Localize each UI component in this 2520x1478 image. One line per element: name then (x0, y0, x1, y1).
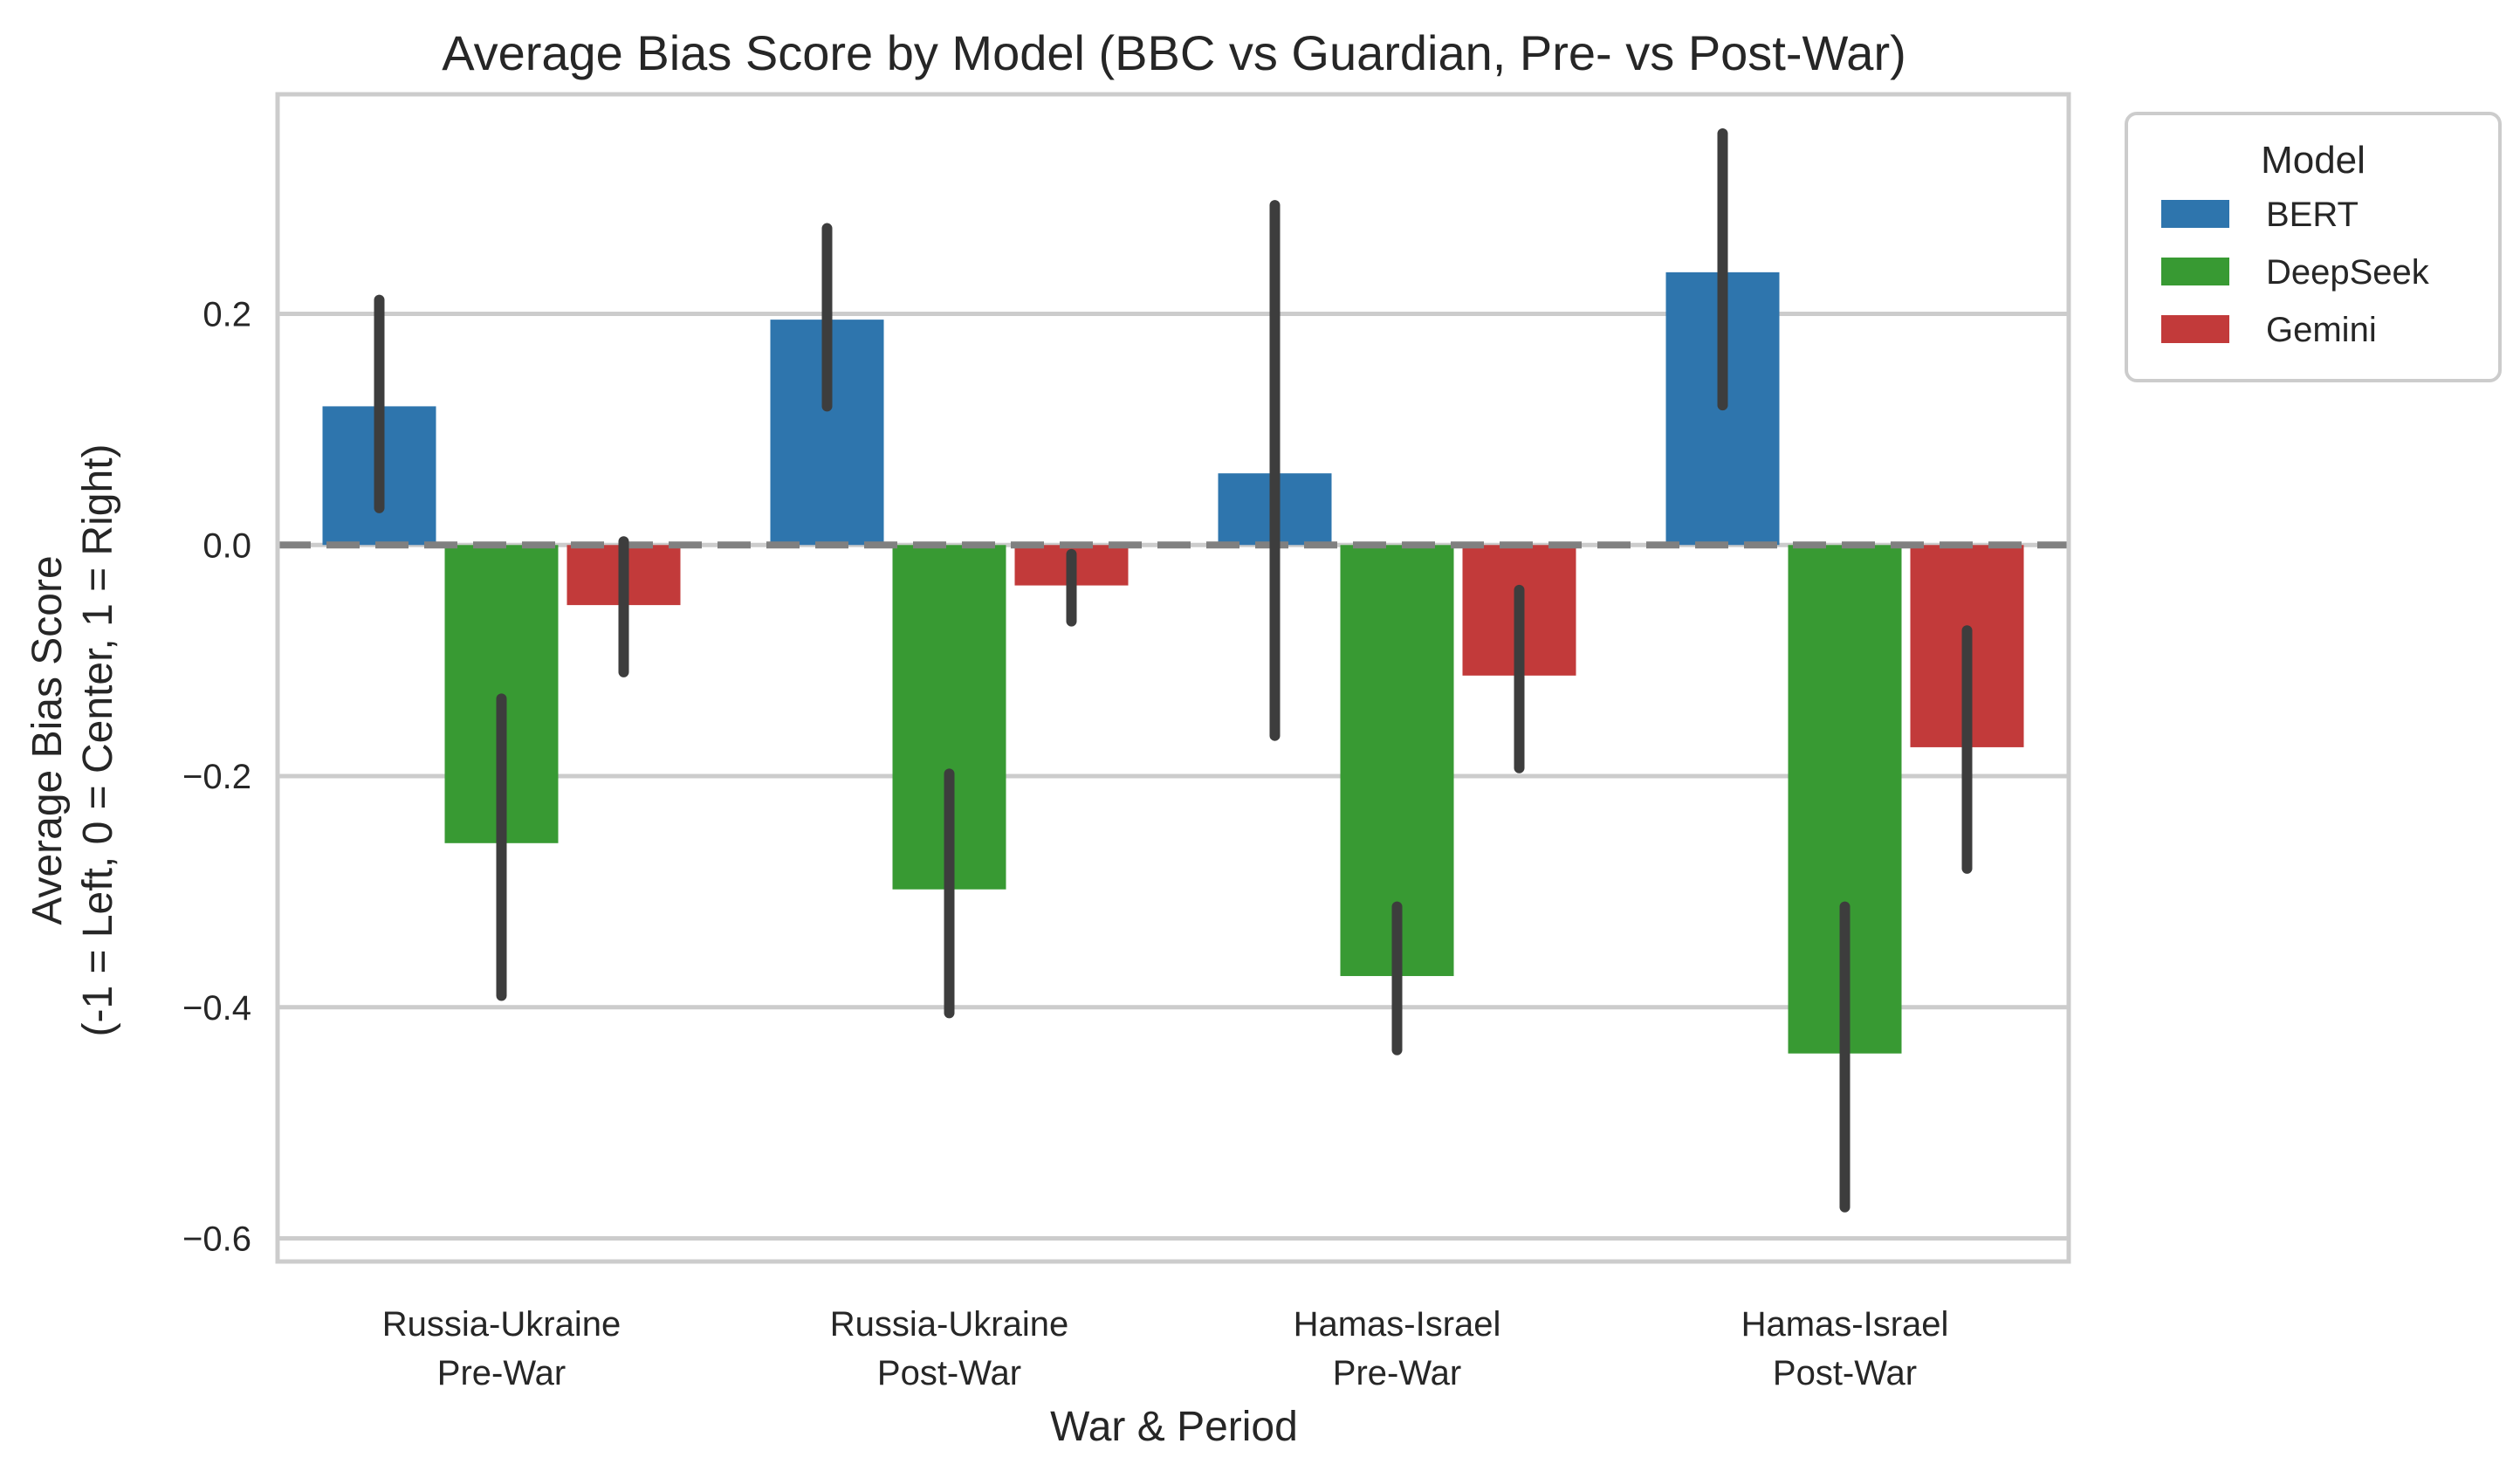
x-tick-label: Russia-Ukraine (830, 1305, 1068, 1344)
chart-title: Average Bias Score by Model (BBC vs Guar… (442, 25, 1905, 80)
y-axis-label-line1: Average Bias Score (24, 555, 71, 925)
y-tick-labels: −0.6 −0.4 −0.2 0.0 0.2 (182, 296, 251, 1259)
x-tick-label: Post-War (877, 1354, 1021, 1392)
legend-swatch-gemini (2161, 315, 2229, 343)
legend-swatch-deepseek (2161, 258, 2229, 285)
x-tick-label: Pre-War (1333, 1354, 1461, 1392)
x-tick-label: Pre-War (437, 1354, 566, 1392)
y-tick-label: −0.2 (182, 758, 251, 796)
y-tick-label: 0.2 (203, 296, 251, 334)
plot-frame (275, 92, 2071, 1264)
legend-title: Model (2261, 139, 2366, 182)
x-tick-label: Post-War (1773, 1354, 1917, 1392)
x-tick-label: Russia-Ukraine (382, 1305, 621, 1344)
legend-frame (2125, 112, 2502, 382)
error-bars (374, 128, 1973, 1213)
x-axis-label: War & Period (1050, 1404, 1298, 1450)
legend-label-gemini: Gemini (2266, 311, 2377, 349)
legend-label-bert: BERT (2266, 196, 2359, 234)
bars (322, 272, 2024, 1054)
legend-label-deepseek: DeepSeek (2266, 253, 2430, 292)
y-axis-label-line2: (-1 = Left, 0 = Center, 1 = Right) (75, 443, 121, 1036)
legend-items: BERT DeepSeek Gemini (2161, 196, 2430, 349)
y-tick-label: −0.4 (182, 989, 251, 1028)
y-axis-label: Average Bias Score (-1 = Left, 0 = Cente… (24, 443, 121, 1036)
y-tick-label: −0.6 (182, 1220, 251, 1259)
legend-swatch-bert (2161, 200, 2229, 228)
x-tick-label: Hamas-Israel (1294, 1305, 1501, 1344)
y-tick-label: 0.0 (203, 526, 251, 565)
x-tick-label: Hamas-Israel (1741, 1305, 1949, 1344)
x-tick-labels: Russia-Ukraine Pre-War Russia-Ukraine Post-… (382, 1305, 1949, 1392)
legend: Model BERT DeepSeek Gemini (2125, 112, 2502, 382)
